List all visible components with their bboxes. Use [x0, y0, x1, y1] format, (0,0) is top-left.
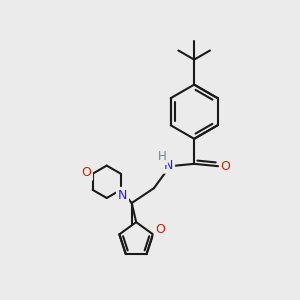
Text: O: O	[221, 160, 231, 173]
Text: N: N	[164, 159, 173, 172]
Text: N: N	[118, 189, 127, 202]
Text: H: H	[158, 150, 166, 163]
Text: O: O	[81, 166, 91, 179]
Text: O: O	[155, 224, 165, 236]
